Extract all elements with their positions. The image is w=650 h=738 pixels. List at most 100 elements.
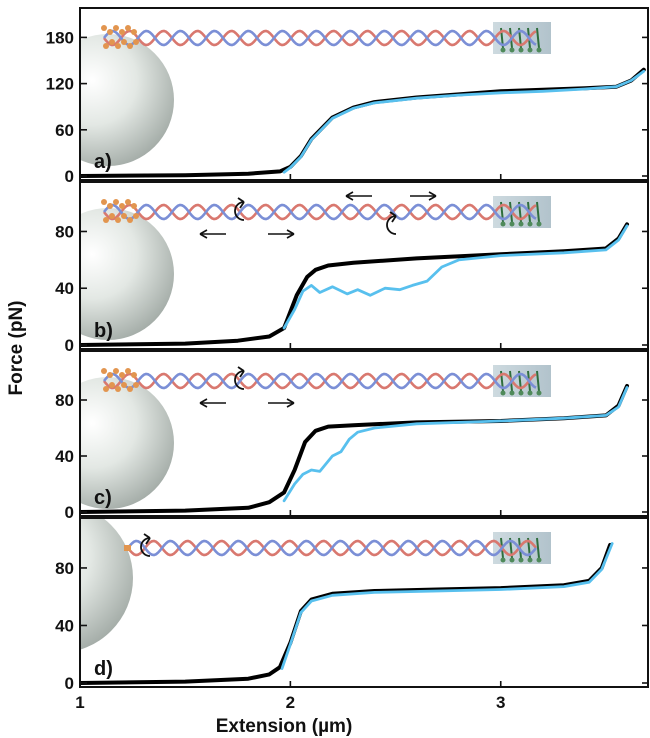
panel-2: 0 40 80 b) (55, 181, 649, 355)
panel-frame (79, 517, 649, 688)
bead-linker (103, 43, 109, 49)
bead-linker (101, 368, 107, 374)
bead-linker (115, 386, 121, 392)
unpeel-arrow-head (199, 229, 208, 239)
surface-anchor-bead (518, 557, 524, 563)
bead-linker (125, 368, 131, 374)
panel-content (80, 22, 646, 178)
surface-anchor-bead (518, 47, 524, 53)
bead-linker (113, 25, 119, 31)
surface-anchor-bead (500, 221, 506, 227)
surface-anchor-bead (527, 221, 533, 227)
panel-content (80, 191, 629, 347)
unpeel-arrow-head (286, 398, 295, 408)
y-tick-label: 0 (65, 503, 74, 522)
bead-linker (109, 213, 115, 219)
bead-linker (103, 386, 109, 392)
dna-strand (102, 372, 537, 390)
bead-linker (103, 217, 109, 223)
bead-linker (115, 217, 121, 223)
bead-linker (119, 29, 125, 35)
panel-content (80, 518, 614, 685)
bead-linker (131, 372, 137, 378)
dna-strand (126, 539, 538, 557)
panel-label: d) (94, 658, 113, 680)
surface-anchor (536, 537, 540, 559)
bead-linker (125, 199, 131, 205)
y-tick-label: 40 (55, 616, 74, 635)
y-axis-title: Force (pN) (6, 301, 27, 396)
bead-linker (113, 368, 119, 374)
surface-anchor-bead (527, 47, 533, 53)
y-tick-label: 40 (55, 279, 74, 298)
surface-anchor-bead (518, 221, 524, 227)
bead-linker (133, 213, 139, 219)
bead-linker (127, 217, 133, 223)
rotation-arrow-head (237, 197, 245, 209)
bead-linker (131, 29, 137, 35)
surface-anchor-bead (527, 557, 533, 563)
end-linker (124, 545, 131, 551)
rotation-arrow (140, 537, 151, 557)
bead-linker (133, 39, 139, 45)
bead-linker (109, 39, 115, 45)
panel-frame (79, 350, 649, 517)
y-tick-label: 60 (55, 121, 74, 140)
retract-curve (280, 542, 614, 670)
rotation-arrow (386, 215, 397, 235)
surface-anchor (536, 201, 540, 223)
surface-anchor-bead (500, 390, 506, 396)
surface-anchor-bead (536, 557, 542, 563)
panel-label: a) (94, 151, 112, 173)
x-axis: 1 2 3 (75, 693, 505, 712)
panel-4: 0 40 80 d) (55, 517, 649, 693)
dna-strand (102, 29, 537, 47)
surface-anchor-bead (536, 390, 542, 396)
rotation-arrow-head (389, 211, 397, 223)
surface-anchor-bead (527, 390, 533, 396)
bead-linker (125, 25, 131, 31)
bead-linker (101, 199, 107, 205)
bead-linker (101, 25, 107, 31)
surface-anchor-bead (518, 390, 524, 396)
y-tick-label: 40 (55, 447, 74, 466)
rotation-arrow (234, 201, 245, 221)
bead-linker (113, 199, 119, 205)
retract-curve (282, 69, 646, 174)
bead-linker (127, 386, 133, 392)
bead-illustration (80, 34, 174, 166)
x-axis-title: Extension (µm) (216, 716, 353, 737)
unpeel-arrow-head (199, 398, 208, 408)
dna-strand (102, 203, 537, 221)
y-tick-label: 80 (55, 391, 74, 410)
bead-illustration (80, 208, 174, 340)
rotation-arrow-head (237, 366, 245, 378)
bead-linker (121, 213, 127, 219)
surface-anchor-bead (509, 221, 515, 227)
y-tick-label: 180 (46, 28, 74, 47)
y-tick-label: 120 (46, 75, 74, 94)
retract-curve (282, 386, 629, 503)
surface-anchor-bead (536, 47, 542, 53)
panel-3: 0 40 80 c) (55, 350, 649, 522)
x-tick-label: 1 (75, 693, 84, 712)
x-tick-label: 2 (286, 693, 295, 712)
bead-linker (107, 203, 113, 209)
bead-linker (109, 382, 115, 388)
surface-anchor-bead (500, 47, 506, 53)
unpeel-arrow-head (286, 229, 295, 239)
unpeel-arrow-head (428, 191, 437, 201)
stretch-curve (80, 542, 613, 685)
panels-layer: 0 60 120 180 a) 0 40 80 b) 0 40 80 c) 0 40 80 d) (46, 7, 649, 693)
surface-anchor-bead (509, 390, 515, 396)
dna-strand (102, 29, 537, 47)
panel-label: c) (94, 487, 112, 509)
y-tick-label: 0 (65, 674, 74, 693)
surface-anchor-bead (536, 221, 542, 227)
bead-linker (121, 39, 127, 45)
surface-anchor-bead (509, 47, 515, 53)
panel-frame (79, 7, 649, 181)
surface-anchor-bead (509, 557, 515, 563)
surface-anchor-bead (500, 557, 506, 563)
dna-strand (102, 203, 537, 221)
